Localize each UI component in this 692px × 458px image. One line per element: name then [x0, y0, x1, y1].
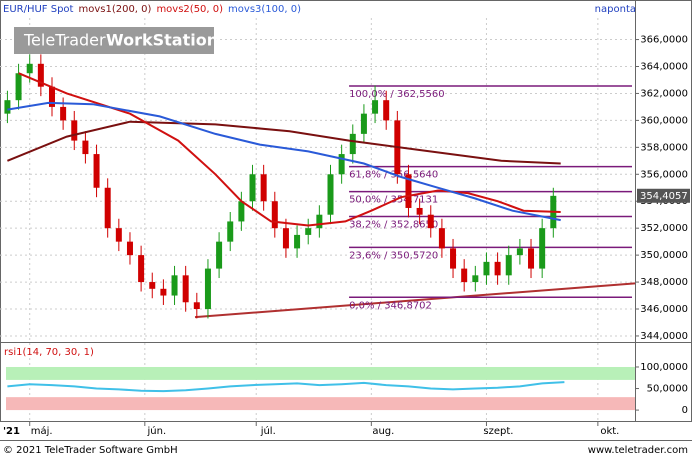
- candle-body: [82, 140, 89, 155]
- y-tick-label: 364,0000: [640, 62, 688, 73]
- candle-body: [4, 100, 11, 114]
- candle-body: [171, 275, 178, 296]
- candle-body: [372, 100, 379, 114]
- candle-body: [104, 187, 111, 229]
- candle-body: [539, 228, 546, 269]
- rsi-line: [7, 381, 565, 393]
- rsi-title: rsi1(14, 70, 30, 1): [4, 347, 94, 358]
- rsi-band: [6, 366, 635, 380]
- candle-body: [405, 174, 412, 208]
- candle-body: [149, 282, 156, 289]
- y-tick-label: 360,0000: [640, 115, 688, 126]
- y-tick-label: 350,0000: [640, 250, 688, 261]
- candle-body: [305, 228, 312, 235]
- candle-body: [60, 106, 67, 121]
- y-tick-label: 100,0000: [640, 362, 688, 373]
- candle-body: [15, 73, 22, 101]
- fib-label: 100,0% / 362,5560: [349, 89, 445, 100]
- fib-label: 0,0% / 346,8702: [349, 300, 432, 311]
- y-tick-label: 50,0000: [647, 384, 688, 395]
- candle-body: [294, 234, 301, 249]
- watermark: TeleTrader WorkStation: [14, 27, 218, 54]
- candle-body: [260, 174, 267, 202]
- candle-body: [93, 154, 100, 188]
- x-tick-label: okt.: [600, 426, 619, 437]
- rsi-band: [6, 397, 635, 411]
- candle-body: [238, 201, 245, 222]
- y-tick-label: 356,0000: [640, 169, 688, 180]
- x-tick-label: máj.: [31, 425, 53, 437]
- candle-body: [494, 261, 501, 276]
- candle-body: [182, 275, 189, 303]
- candle-body: [271, 201, 278, 229]
- watermark-brand: TeleTrader: [23, 31, 106, 50]
- y-tick-label: 0: [682, 405, 688, 416]
- candle-body: [349, 133, 356, 155]
- candle-body: [427, 214, 434, 229]
- candle-body: [26, 63, 33, 74]
- watermark-box: [14, 27, 214, 54]
- candle-body: [216, 241, 223, 269]
- candle-body: [193, 302, 200, 310]
- candle-body: [71, 120, 78, 141]
- plot-1: [6, 366, 635, 411]
- legend-entry: movs3(100, 0): [228, 4, 301, 15]
- moving-average: [18, 72, 561, 227]
- y-tick-label: 344,0000: [640, 331, 688, 342]
- x-tick-label: szept.: [483, 426, 513, 437]
- x-tick-label: jún.: [147, 425, 167, 437]
- candle-body: [416, 207, 423, 215]
- legend-entry: movs2(50, 0): [156, 4, 223, 15]
- candle-body: [383, 100, 390, 121]
- candle-body: [327, 174, 334, 215]
- candle-body: [316, 214, 323, 229]
- candle-body: [338, 154, 345, 175]
- x-tick-label: aug.: [372, 426, 394, 437]
- candle-body: [282, 228, 289, 249]
- candle-body: [204, 268, 211, 310]
- last-price-label: 354,4057: [640, 191, 688, 202]
- candle-body: [528, 248, 535, 269]
- candle-body: [48, 86, 55, 107]
- y-tick-label: 358,0000: [640, 142, 688, 153]
- candle-body: [360, 113, 367, 134]
- y-tick-label: 346,0000: [640, 304, 688, 315]
- candle-body: [461, 268, 468, 283]
- copyright: © 2021 TeleTrader Software GmbH: [3, 445, 178, 456]
- y-tick-label: 366,0000: [640, 35, 688, 46]
- x-tick-label: júl.: [260, 425, 276, 437]
- fib-label: 38,2% / 352,8650: [349, 220, 438, 231]
- candle-body: [160, 288, 167, 296]
- candle-body: [138, 255, 145, 283]
- y-tick-label: 348,0000: [640, 277, 688, 288]
- year-label: '21: [3, 426, 20, 437]
- candle-body: [472, 275, 479, 283]
- candle-body: [126, 241, 133, 256]
- moving-average: [7, 101, 561, 222]
- candle-body: [37, 63, 44, 87]
- watermark-product: WorkStation: [106, 31, 218, 50]
- y-tick-label: 362,0000: [640, 88, 688, 99]
- y-tick-label: 352,0000: [640, 223, 688, 234]
- candle-body: [483, 261, 490, 276]
- candle-body: [249, 174, 256, 202]
- candle-body: [450, 248, 457, 269]
- candle-body: [505, 255, 512, 276]
- candle-body: [115, 228, 122, 242]
- trend-line: [194, 282, 636, 319]
- candle-body: [438, 228, 445, 249]
- moving-average: [7, 120, 561, 165]
- legend-entry: movs1(200, 0): [78, 4, 151, 15]
- candle-body: [516, 248, 523, 256]
- url: www.teletrader.com: [588, 445, 688, 456]
- fib-label: 23,6% / 350,5720: [349, 250, 438, 261]
- candle-body: [227, 221, 234, 242]
- last-price-box: [637, 188, 690, 203]
- legend-entry: EUR/HUF Spot: [3, 4, 74, 15]
- interval: naponta: [595, 4, 636, 15]
